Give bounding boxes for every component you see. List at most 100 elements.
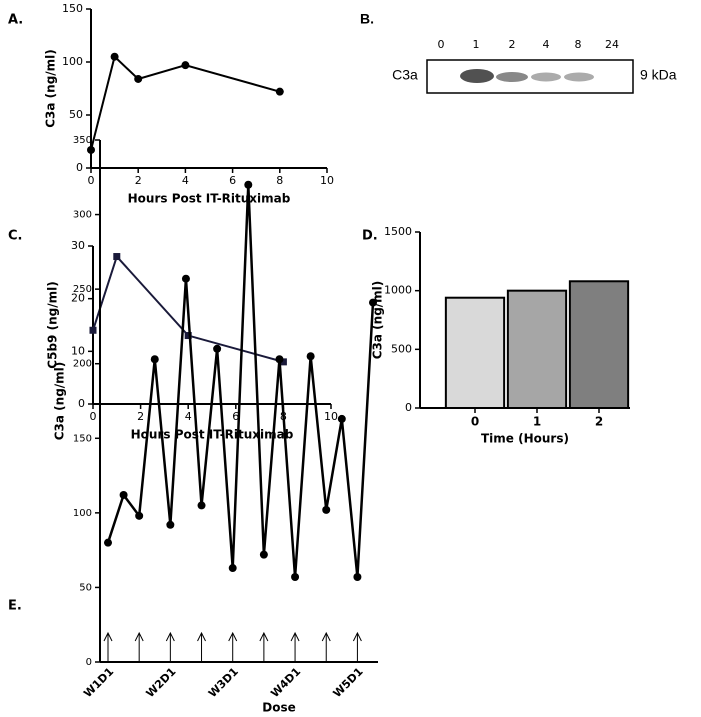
y-tick-label: 1500 <box>384 225 412 238</box>
y-tick-label: 300 <box>73 210 92 221</box>
dose-arrowhead <box>103 631 113 642</box>
data-point <box>181 274 190 283</box>
dose-arrowhead <box>228 631 238 642</box>
x-axis-label: Time (Hours) <box>481 432 569 446</box>
protein-label: C3a <box>392 67 418 83</box>
data-point <box>181 61 190 70</box>
y-tick-label: 500 <box>391 342 412 355</box>
data-point <box>306 352 315 361</box>
data-point <box>166 520 175 529</box>
band <box>564 72 594 82</box>
y-tick-label: 350 <box>73 135 92 146</box>
data-point <box>228 564 237 573</box>
data-point <box>322 505 331 514</box>
y-tick-label: 50 <box>79 582 92 593</box>
data-point <box>134 74 143 83</box>
lane-label: 1 <box>473 38 480 51</box>
data-point <box>150 355 159 364</box>
panel-label: E. <box>8 599 22 614</box>
data-point <box>89 326 97 334</box>
data-point <box>259 550 268 559</box>
lane-label: 24 <box>605 38 619 51</box>
x-tick-label: W3D1 <box>206 665 241 700</box>
y-tick-label: 10 <box>71 344 85 357</box>
x-tick-label: 0 <box>88 174 95 187</box>
x-tick-label: 8 <box>276 174 283 187</box>
x-tick-label: 2 <box>135 174 142 187</box>
dose-arrowhead <box>352 631 362 642</box>
lane-label: 8 <box>575 38 582 51</box>
y-tick-label: 100 <box>62 55 83 68</box>
x-tick-label: 6 <box>229 174 236 187</box>
data-point <box>135 511 144 520</box>
data-point <box>353 572 362 581</box>
lane-label: 2 <box>509 38 516 51</box>
dose-arrowhead <box>290 631 300 642</box>
band <box>496 72 528 82</box>
y-tick-label: 150 <box>73 433 92 444</box>
series-line <box>90 54 281 151</box>
x-tick-label: 4 <box>182 174 189 187</box>
dose-arrowhead <box>165 631 175 642</box>
x-tick-label: 10 <box>324 410 338 423</box>
y-tick-label: 250 <box>73 284 92 295</box>
data-point <box>337 414 346 423</box>
data-point <box>369 298 377 307</box>
band <box>460 69 494 83</box>
data-point <box>275 87 284 96</box>
series-line <box>106 184 375 578</box>
y-tick-label: 100 <box>73 508 92 519</box>
lane-label: 4 <box>543 38 550 51</box>
panel-label: A. <box>8 13 23 28</box>
band <box>531 72 561 82</box>
data-point <box>244 180 253 189</box>
data-point <box>110 52 119 61</box>
x-tick-label: 1 <box>533 415 541 429</box>
x-tick-label: 0 <box>471 415 479 429</box>
x-tick-label: W5D1 <box>331 665 366 700</box>
x-tick-label: 2 <box>595 415 603 429</box>
data-point <box>119 490 128 499</box>
panel-label: D. <box>362 229 378 244</box>
data-point <box>87 145 95 154</box>
x-tick-label: 2 <box>137 410 144 423</box>
blot-panel: B. C3a 9 kDa <box>360 11 677 94</box>
dose-arrowhead <box>321 631 331 642</box>
y-tick-label: 20 <box>71 292 85 305</box>
y-tick-label: 50 <box>69 108 83 121</box>
x-tick-label: 10 <box>320 174 334 187</box>
x-tick-label: W4D1 <box>268 665 303 700</box>
x-axis-label: Hours Post IT-Rituximab <box>131 428 294 442</box>
y-tick-label: 0 <box>76 161 83 174</box>
data-point <box>275 355 284 364</box>
bar <box>568 280 630 409</box>
y-tick-label: 0 <box>86 657 92 668</box>
bar <box>444 296 506 409</box>
data-point <box>279 358 287 366</box>
x-tick-label: 6 <box>232 410 239 423</box>
x-tick-label: 4 <box>185 410 192 423</box>
y-tick-label: 200 <box>73 359 92 370</box>
panel-label: B. <box>360 11 374 27</box>
x-tick-label: W2D1 <box>144 665 179 700</box>
series-line <box>92 254 284 363</box>
panel-label: C. <box>8 229 22 244</box>
x-tick-label: 0 <box>90 410 97 423</box>
data-point <box>113 253 121 261</box>
y-tick-label: 150 <box>62 2 83 15</box>
dose-arrowhead <box>197 631 206 642</box>
data-point <box>291 572 300 581</box>
y-tick-label: 0 <box>78 397 85 410</box>
x-tick-label: W1D1 <box>81 665 116 700</box>
dose-arrowhead <box>259 631 269 642</box>
data-point <box>184 332 192 340</box>
blot-frame <box>426 59 634 94</box>
y-axis-label: C5b9 (ng/ml) <box>46 281 60 368</box>
dose-arrowhead <box>134 631 144 642</box>
y-axis-label: C3a (ng/ml) <box>44 49 58 128</box>
